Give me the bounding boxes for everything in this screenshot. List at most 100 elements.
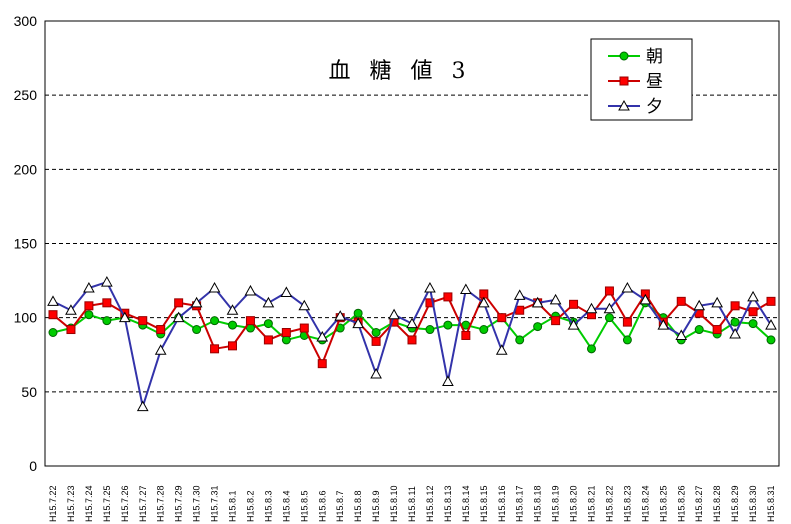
data-point bbox=[280, 286, 293, 297]
data-point bbox=[84, 310, 94, 320]
x-tick-label: H15.8.28 bbox=[712, 485, 722, 522]
x-tick-label: H15.8.27 bbox=[694, 485, 704, 522]
x-tick-label: H15.8.19 bbox=[551, 485, 561, 522]
legend-label: 夕 bbox=[646, 97, 663, 117]
series-3 bbox=[47, 276, 777, 412]
data-point bbox=[604, 313, 614, 323]
data-point bbox=[425, 325, 435, 335]
data-point bbox=[210, 316, 220, 326]
y-tick-label: 200 bbox=[14, 161, 38, 177]
data-point bbox=[693, 299, 706, 311]
x-tick-label: H15.8.8 bbox=[353, 490, 363, 522]
data-point bbox=[353, 308, 363, 318]
data-point bbox=[730, 317, 740, 327]
data-point bbox=[317, 359, 327, 369]
data-point bbox=[352, 317, 364, 329]
data-point bbox=[48, 328, 58, 337]
series-layer bbox=[47, 276, 777, 412]
data-point bbox=[245, 316, 255, 326]
data-point bbox=[334, 310, 347, 321]
data-point bbox=[495, 344, 508, 355]
data-point bbox=[729, 327, 741, 339]
x-tick-label: H15.8.7 bbox=[335, 490, 345, 522]
legend-marker bbox=[618, 99, 630, 111]
data-point bbox=[263, 335, 273, 345]
data-point bbox=[298, 299, 311, 311]
data-point bbox=[497, 313, 507, 323]
y-tick-label: 0 bbox=[29, 458, 37, 474]
x-tick-label: H15.8.23 bbox=[622, 485, 632, 522]
data-point bbox=[228, 341, 237, 351]
data-point bbox=[154, 344, 167, 355]
legend-label: 朝 bbox=[646, 47, 663, 67]
x-tick-label: H15.8.6 bbox=[317, 490, 327, 522]
x-axis-tick-labels: H15.7.22 H15.7.23 H15.7.24 H15.7.25 H15.7.26… bbox=[48, 485, 776, 522]
legend-label: 昼 bbox=[646, 72, 663, 92]
data-point bbox=[461, 330, 471, 340]
data-point bbox=[388, 308, 400, 320]
data-point bbox=[730, 301, 740, 311]
data-point bbox=[299, 323, 309, 333]
data-point bbox=[531, 296, 544, 308]
x-tick-label: H15.8.18 bbox=[533, 485, 543, 522]
data-point bbox=[102, 316, 112, 326]
x-tick-label: H15.7.24 bbox=[84, 485, 94, 522]
data-point bbox=[281, 328, 291, 337]
chart-title: 血 糖 値 3 bbox=[329, 59, 472, 84]
data-point bbox=[424, 281, 436, 293]
data-point bbox=[622, 335, 632, 345]
data-point bbox=[676, 296, 686, 306]
data-point bbox=[585, 302, 598, 314]
x-tick-label: H15.8.2 bbox=[245, 490, 255, 522]
y-tick-label: 300 bbox=[14, 13, 38, 29]
x-tick-label: H15.8.26 bbox=[676, 485, 686, 522]
data-point bbox=[138, 316, 148, 326]
data-point bbox=[226, 304, 239, 315]
data-point bbox=[210, 344, 220, 354]
data-point bbox=[228, 320, 237, 330]
data-point bbox=[101, 276, 113, 287]
legend-marker bbox=[619, 76, 629, 86]
data-point bbox=[622, 317, 632, 327]
data-point bbox=[766, 296, 776, 306]
data-point bbox=[748, 319, 758, 329]
data-point bbox=[406, 317, 418, 329]
data-point bbox=[262, 296, 275, 308]
data-point bbox=[766, 335, 776, 345]
data-point bbox=[515, 335, 525, 345]
data-point bbox=[711, 296, 723, 308]
data-point bbox=[65, 304, 77, 315]
data-point bbox=[551, 316, 561, 326]
y-tick-label: 50 bbox=[21, 384, 37, 400]
x-tick-label: H15.7.28 bbox=[156, 485, 166, 522]
data-point bbox=[83, 281, 95, 293]
data-point bbox=[48, 310, 58, 320]
data-point bbox=[675, 329, 688, 340]
data-point bbox=[263, 319, 273, 329]
data-point bbox=[765, 319, 777, 330]
data-point bbox=[192, 325, 202, 335]
x-tick-label: H15.7.30 bbox=[192, 485, 202, 522]
x-tick-label: H15.7.29 bbox=[174, 485, 184, 522]
data-point bbox=[515, 305, 525, 315]
legend-item: 昼 bbox=[608, 72, 663, 92]
data-point bbox=[479, 325, 489, 335]
data-point bbox=[712, 325, 722, 335]
x-tick-label: H15.8.29 bbox=[730, 485, 740, 522]
data-point bbox=[84, 301, 94, 311]
data-point bbox=[371, 336, 381, 346]
data-point bbox=[316, 330, 329, 342]
data-point bbox=[281, 335, 291, 345]
data-point bbox=[156, 325, 166, 335]
x-tick-label: H15.8.30 bbox=[748, 485, 758, 522]
x-tick-label: H15.7.31 bbox=[210, 485, 220, 522]
data-point bbox=[513, 289, 526, 300]
data-point bbox=[371, 328, 381, 337]
data-point bbox=[407, 335, 417, 345]
data-point bbox=[443, 320, 453, 330]
data-point bbox=[477, 296, 490, 308]
x-tick-label: H15.8.12 bbox=[425, 485, 435, 522]
data-point bbox=[549, 293, 562, 305]
x-tick-label: H15.7.26 bbox=[120, 485, 130, 522]
x-tick-label: H15.8.15 bbox=[479, 485, 489, 522]
